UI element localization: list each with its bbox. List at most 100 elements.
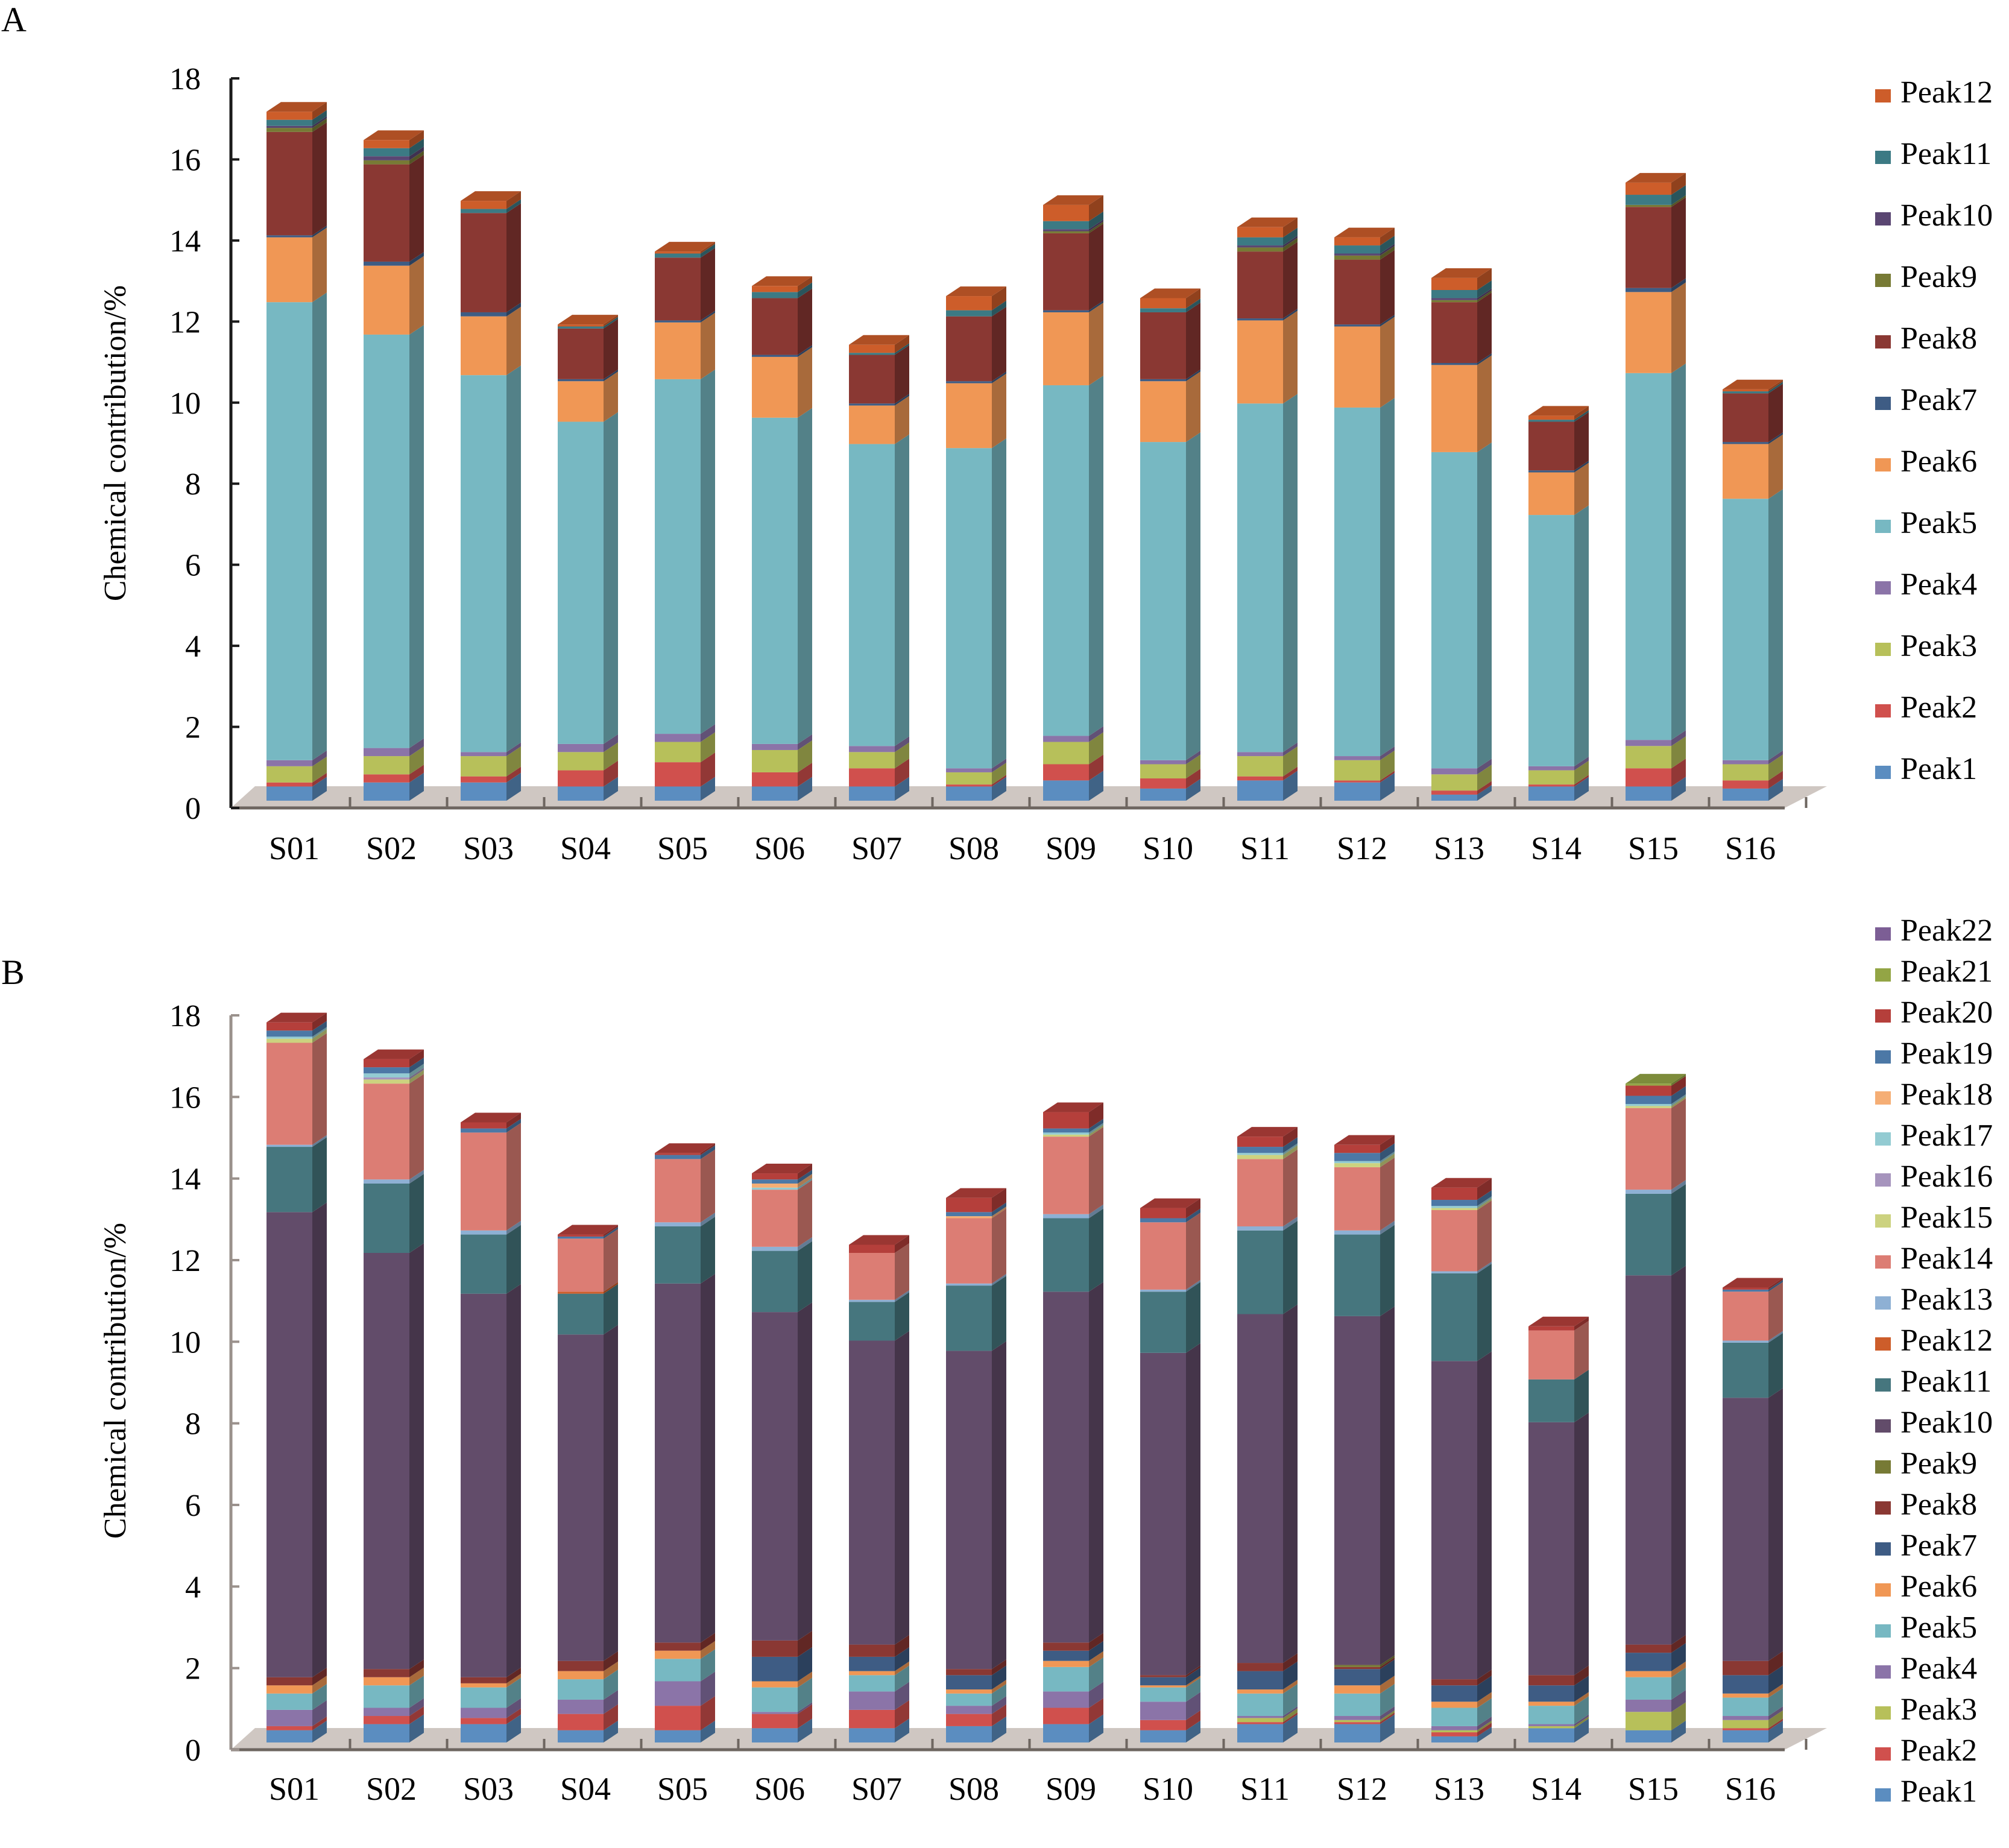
- bar-segment-peak5: [1237, 1693, 1283, 1717]
- bar-segment-peak6-side: [895, 396, 909, 444]
- bar-segment-peak19-side: [1768, 1279, 1783, 1292]
- bar-segment-peak2-side: [798, 1704, 812, 1729]
- bar-segment-peak3-side: [1768, 754, 1783, 781]
- bar-segment-peak14: [1528, 1330, 1574, 1380]
- bar-segment-peak4: [558, 1699, 604, 1714]
- bar-segment-peak20: [1140, 1208, 1186, 1219]
- bar-segment-peak11: [1431, 290, 1477, 298]
- bar-segment-peak4: [752, 1712, 798, 1714]
- legend-item-peak16: Peak16: [1875, 1159, 1993, 1194]
- bar-segment-peak11: [1626, 1193, 1671, 1276]
- bar-segment-peak10: [1237, 1314, 1283, 1664]
- bar-segment-peak2: [946, 784, 992, 787]
- bar-segment-peak14-side: [1283, 1149, 1298, 1227]
- bar-stack-s12: [1334, 227, 1395, 801]
- legend-label: Peak13: [1900, 1282, 1993, 1317]
- bar-segment-peak17: [1626, 1104, 1671, 1106]
- bar-segment-peak10: [364, 1253, 409, 1670]
- bar-segment-peak7-side: [1574, 1676, 1589, 1702]
- bar-top-face: [1431, 268, 1492, 278]
- bar-segment-peak3: [266, 766, 312, 783]
- bar-segment-peak1-side: [798, 1718, 812, 1742]
- legend-swatch: [1875, 1501, 1891, 1515]
- bar-segment-peak7: [1626, 1653, 1671, 1671]
- bar-segment-peak2-side: [992, 775, 1006, 787]
- bar-segment-peak14-side: [895, 1243, 909, 1300]
- bar-segment-peak6: [655, 322, 701, 379]
- bar-segment-peak4: [1528, 766, 1574, 771]
- bar-segment-peak4-side: [1283, 742, 1298, 757]
- bar-segment-peak12-side: [1283, 217, 1298, 238]
- bar-segment-peak11-side: [506, 1225, 521, 1294]
- bar-segment-peak10-side: [1477, 288, 1492, 300]
- bar-segment-peak8: [1723, 1660, 1768, 1676]
- bar-segment-peak5-side: [798, 408, 812, 744]
- bar-segment-peak1-side: [1380, 1714, 1395, 1742]
- bar-segment-peak14: [1237, 1159, 1283, 1227]
- bar-segment-peak12: [849, 344, 895, 353]
- x-tick-label: S11: [1240, 1771, 1290, 1807]
- bar-segment-peak10-side: [1477, 1351, 1492, 1680]
- bar-segment-peak10: [266, 125, 312, 128]
- bar-segment-peak5: [266, 302, 312, 760]
- bar-segment-peak5: [752, 417, 798, 744]
- bar-segment-peak8-side: [604, 1651, 618, 1671]
- bar-segment-peak3: [1140, 764, 1186, 779]
- bar-segment-peak9-side: [1477, 290, 1492, 303]
- bar-segment-peak14-side: [409, 1074, 424, 1180]
- x-tick-label: S07: [851, 1771, 902, 1807]
- bar-segment-peak11-side: [604, 1284, 618, 1335]
- bar-segment-peak4: [266, 1709, 312, 1726]
- bar-segment-peak19: [461, 1128, 506, 1133]
- bar-segment-peak1: [849, 786, 895, 801]
- bar-segment-peak4-side: [1380, 746, 1395, 760]
- bar-segment-peak3-side: [1671, 736, 1686, 769]
- bar-segment-peak5: [1723, 1697, 1768, 1717]
- bar-segment-peak21: [1626, 1083, 1671, 1086]
- y-axis-title-b: Chemical contribution/%: [98, 1223, 133, 1539]
- bar-segment-peak1-side: [1283, 1714, 1298, 1742]
- bar-segment-peak13: [1723, 1340, 1768, 1343]
- bar-segment-peak8-side: [1089, 1633, 1103, 1651]
- bar-stack-s04: [558, 315, 618, 801]
- bar-segment-peak8: [1140, 312, 1186, 379]
- x-tick-label: S12: [1337, 1771, 1387, 1807]
- bar-segment-peak11: [1723, 1342, 1768, 1398]
- bar-segment-peak11-side: [992, 1276, 1006, 1351]
- bar-segment-peak4-side: [1186, 750, 1200, 765]
- bar-segment-peak14: [1140, 1222, 1186, 1290]
- bar-segment-peak4: [461, 752, 506, 757]
- bar-segment-peak10-side: [701, 1273, 715, 1643]
- legend-item-peak9: Peak9: [1875, 1446, 1977, 1481]
- bar-segment-peak8: [1334, 259, 1380, 325]
- bar-segment-peak19: [1237, 1147, 1283, 1153]
- bar-segment-peak2-side: [1768, 1718, 1783, 1730]
- bar-segment-peak1-side: [312, 1720, 327, 1742]
- bar-segment-peak13: [1237, 1226, 1283, 1231]
- bar-segment-peak7: [1723, 1675, 1768, 1694]
- bar-segment-peak1: [946, 1726, 992, 1742]
- legend-label: Peak7: [1900, 383, 1977, 417]
- bar-segment-peak8: [655, 257, 701, 321]
- axes-b: [229, 1015, 1785, 1752]
- bar-segment-peak5-side: [1283, 394, 1298, 752]
- x-tick-label: S03: [463, 830, 514, 866]
- x-tick-label: S15: [1628, 1771, 1679, 1807]
- bar-segment-peak1-side: [1574, 1718, 1589, 1742]
- bar-segment-peak16: [364, 1077, 409, 1080]
- bar-segment-peak20-side: [1574, 1316, 1589, 1331]
- bar-segment-peak5-side: [1380, 397, 1395, 757]
- bar-segment-peak14: [461, 1132, 506, 1231]
- bar-segment-peak6-side: [1477, 1692, 1492, 1708]
- bar-segment-peak5-side: [506, 365, 521, 752]
- bar-segment-peak1: [1043, 780, 1089, 801]
- bar-segment-peak6-side: [1089, 302, 1103, 385]
- bar-segment-peak20: [1723, 1287, 1768, 1290]
- bar-segment-peak1: [849, 1728, 895, 1742]
- bar-segment-peak5: [1043, 385, 1089, 736]
- legend-swatch: [1875, 1255, 1891, 1269]
- bar-segment-peak19-side: [1671, 1086, 1686, 1105]
- bar-segment-peak5: [558, 421, 604, 744]
- bar-segment-peak2-side: [1186, 769, 1200, 789]
- bar-segment-peak6-side: [1186, 371, 1200, 443]
